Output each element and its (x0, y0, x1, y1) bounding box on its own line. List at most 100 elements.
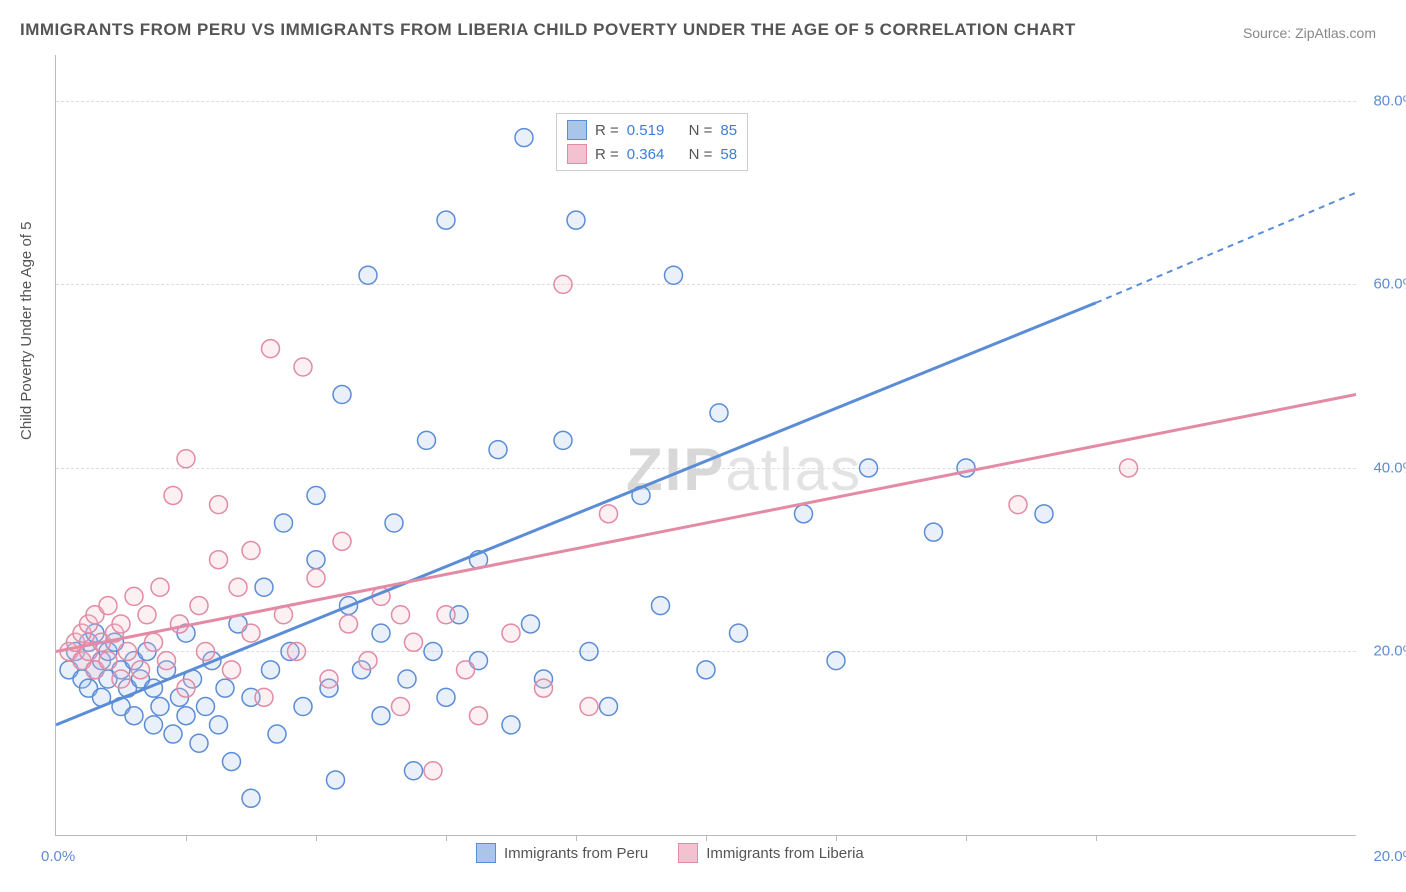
data-point-peru (600, 698, 618, 716)
data-point-peru (307, 551, 325, 569)
data-point-liberia (392, 606, 410, 624)
data-point-peru (268, 725, 286, 743)
data-point-liberia (405, 633, 423, 651)
data-point-peru (275, 514, 293, 532)
data-point-peru (424, 642, 442, 660)
data-point-liberia (138, 606, 156, 624)
x-tick (1096, 835, 1097, 841)
chart-plot-area: ZIPatlas 20.0%40.0%60.0%80.0% 0.0% 20.0%… (55, 55, 1356, 836)
data-point-liberia (307, 569, 325, 587)
data-point-peru (372, 624, 390, 642)
data-point-liberia (197, 642, 215, 660)
data-point-liberia (151, 578, 169, 596)
series-legend: Immigrants from Peru Immigrants from Lib… (476, 843, 864, 863)
data-point-liberia (242, 542, 260, 560)
data-point-peru (125, 707, 143, 725)
legend-row-liberia: R = 0.364 N = 58 (567, 142, 737, 166)
data-point-liberia (119, 642, 137, 660)
data-point-peru (151, 698, 169, 716)
data-point-liberia (340, 615, 358, 633)
data-point-peru (372, 707, 390, 725)
legend-row-peru: R = 0.519 N = 85 (567, 118, 737, 142)
r-label: R = (595, 122, 619, 139)
data-point-peru (827, 652, 845, 670)
data-point-peru (190, 734, 208, 752)
swatch-peru (567, 120, 587, 140)
data-point-liberia (177, 450, 195, 468)
r-value-peru: 0.519 (627, 122, 665, 139)
data-point-peru (242, 789, 260, 807)
data-point-liberia (190, 597, 208, 615)
trend-line-peru (56, 303, 1096, 725)
x-tick (706, 835, 707, 841)
data-point-liberia (99, 652, 117, 670)
data-point-liberia (132, 661, 150, 679)
data-point-liberia (255, 688, 273, 706)
data-point-peru (860, 459, 878, 477)
correlation-legend: R = 0.519 N = 85 R = 0.364 N = 58 (556, 113, 748, 171)
n-label: N = (689, 122, 713, 139)
n-value-liberia: 58 (720, 146, 737, 163)
legend-label-peru: Immigrants from Peru (504, 845, 648, 862)
x-tick (836, 835, 837, 841)
data-point-peru (437, 688, 455, 706)
legend-item-peru: Immigrants from Peru (476, 843, 648, 863)
data-point-peru (489, 441, 507, 459)
data-point-liberia (112, 615, 130, 633)
data-point-peru (216, 679, 234, 697)
data-point-peru (515, 129, 533, 147)
y-axis-label: Child Poverty Under the Age of 5 (18, 222, 35, 440)
data-point-peru (418, 431, 436, 449)
data-point-liberia (171, 615, 189, 633)
data-point-liberia (320, 670, 338, 688)
data-point-peru (522, 615, 540, 633)
data-point-liberia (457, 661, 475, 679)
data-point-peru (398, 670, 416, 688)
data-point-peru (223, 753, 241, 771)
legend-item-liberia: Immigrants from Liberia (678, 843, 864, 863)
r-label: R = (595, 146, 619, 163)
data-point-liberia (229, 578, 247, 596)
source-attribution: Source: ZipAtlas.com (1243, 25, 1376, 41)
data-point-liberia (535, 679, 553, 697)
x-tick (966, 835, 967, 841)
data-point-liberia (99, 597, 117, 615)
data-point-peru (554, 431, 572, 449)
r-value-liberia: 0.364 (627, 146, 665, 163)
data-point-liberia (1009, 496, 1027, 514)
data-point-peru (730, 624, 748, 642)
y-tick-label: 60.0% (1373, 276, 1406, 293)
data-point-peru (210, 716, 228, 734)
swatch-peru-bottom (476, 843, 496, 863)
data-point-peru (145, 716, 163, 734)
data-point-liberia (145, 633, 163, 651)
data-point-liberia (424, 762, 442, 780)
data-point-peru (405, 762, 423, 780)
data-point-peru (197, 698, 215, 716)
data-point-liberia (392, 698, 410, 716)
data-point-peru (795, 505, 813, 523)
x-axis-max-label: 20.0% (1373, 848, 1406, 865)
data-point-peru (1035, 505, 1053, 523)
data-point-peru (327, 771, 345, 789)
data-point-liberia (1120, 459, 1138, 477)
data-point-liberia (288, 642, 306, 660)
data-point-liberia (164, 486, 182, 504)
data-point-liberia (470, 707, 488, 725)
x-tick (186, 835, 187, 841)
y-tick-label: 20.0% (1373, 643, 1406, 660)
data-point-liberia (158, 652, 176, 670)
data-point-peru (665, 266, 683, 284)
data-point-peru (333, 386, 351, 404)
data-point-peru (262, 661, 280, 679)
data-point-liberia (177, 679, 195, 697)
data-point-peru (307, 486, 325, 504)
x-axis-min-label: 0.0% (41, 848, 75, 865)
scatter-plot-svg (56, 55, 1356, 835)
data-point-peru (580, 642, 598, 660)
data-point-liberia (210, 551, 228, 569)
data-point-liberia (262, 340, 280, 358)
data-point-peru (697, 661, 715, 679)
data-point-liberia (125, 587, 143, 605)
data-point-peru (652, 597, 670, 615)
